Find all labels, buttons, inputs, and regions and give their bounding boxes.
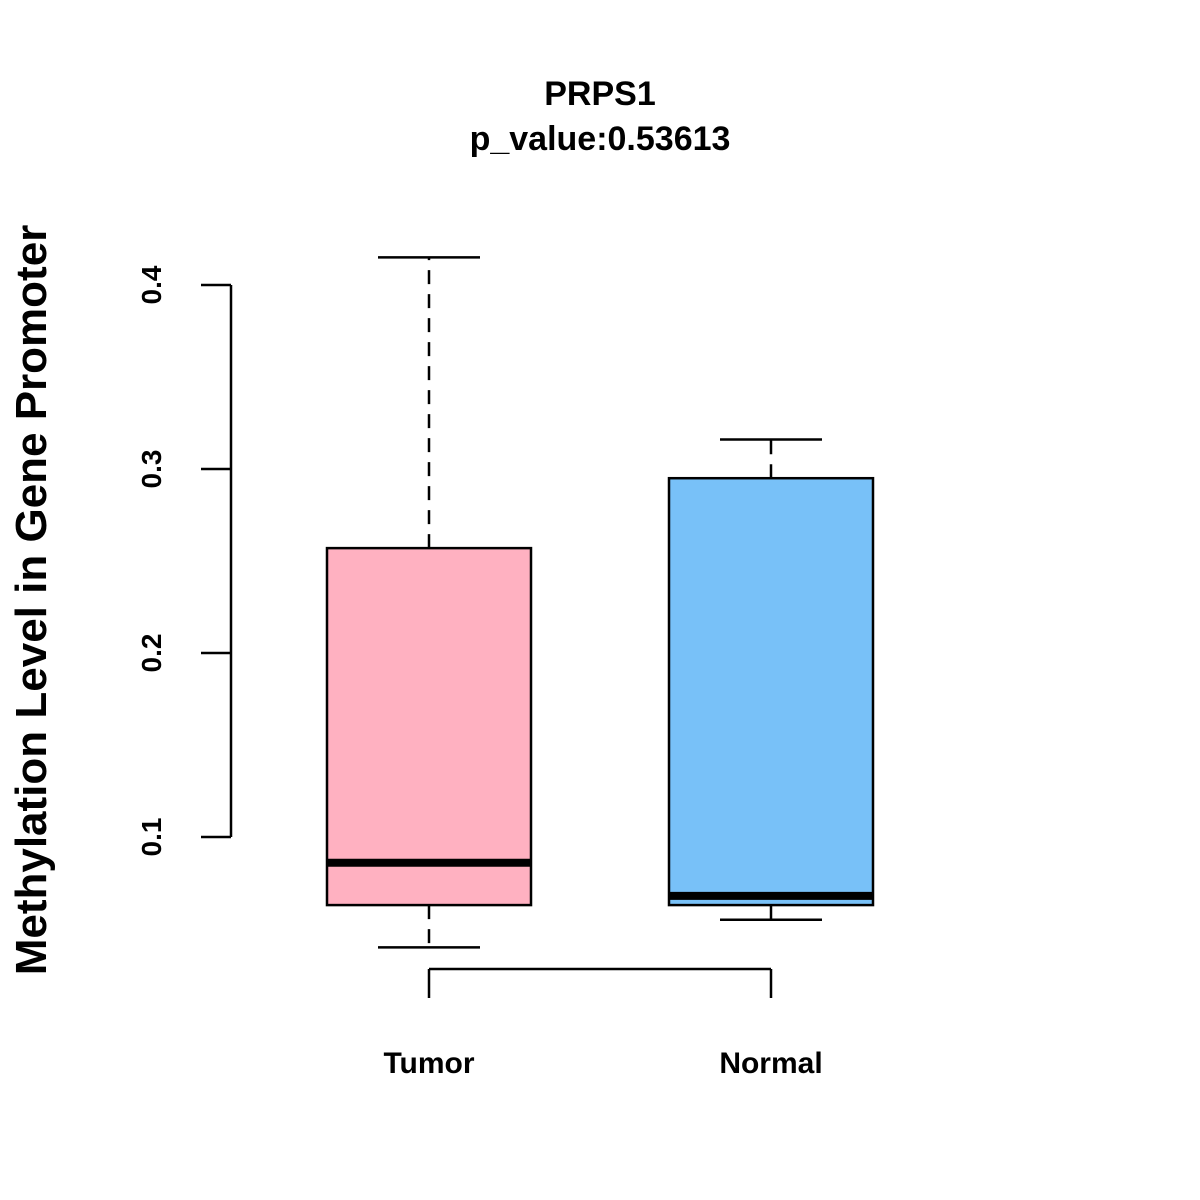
comparison-bracket	[427, 967, 773, 998]
boxes-group	[325, 256, 875, 949]
y-tick-label: 0.3	[136, 450, 167, 489]
category-label-normal: Normal	[719, 1047, 822, 1080]
chart-subtitle: p_value:0.53613	[470, 120, 731, 158]
chart-title: PRPS1	[544, 75, 656, 113]
box-iqr	[667, 476, 875, 907]
y-tick-label: 0.1	[136, 818, 167, 857]
category-label-tumor: Tumor	[383, 1047, 474, 1080]
box-tumor	[325, 256, 533, 949]
box-normal	[667, 438, 875, 922]
box-iqr	[325, 546, 533, 907]
category-labels: Tumor Normal	[383, 1047, 822, 1080]
y-tick-label: 0.4	[136, 265, 167, 304]
y-tick-label: 0.2	[136, 634, 167, 673]
y-axis: 0.1 0.2 0.3 0.4	[136, 265, 233, 857]
y-axis-label: Methylation Level in Gene Promoter	[7, 225, 56, 976]
